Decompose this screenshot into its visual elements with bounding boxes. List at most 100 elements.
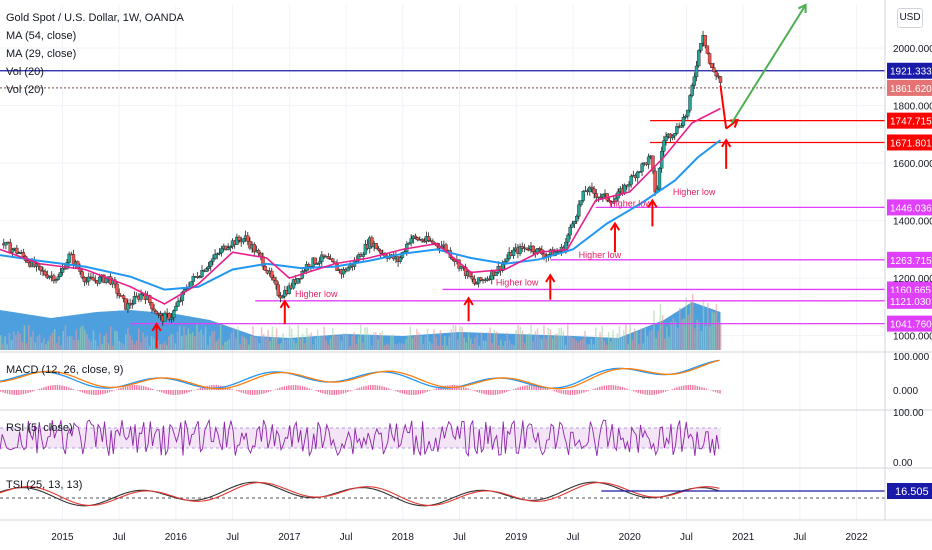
macd-histogram-bar xyxy=(118,388,120,390)
candle xyxy=(56,276,60,280)
volume-bar xyxy=(472,343,474,350)
volume-bar xyxy=(659,304,662,350)
volume-bar xyxy=(265,338,267,350)
macd-histogram-bar xyxy=(285,385,288,390)
macd-histogram-bar xyxy=(667,390,669,391)
volume-bar xyxy=(590,338,593,350)
volume-bar xyxy=(670,322,672,350)
indicator-vol-1[interactable]: Vol (20) xyxy=(6,66,44,78)
volume-bar xyxy=(508,340,511,350)
macd-histogram-bar xyxy=(521,386,524,390)
volume-bar xyxy=(704,325,707,350)
macd-histogram-bar xyxy=(717,390,719,394)
volume-bar xyxy=(426,328,429,350)
volume-bar xyxy=(413,335,416,350)
macd-histogram-bar xyxy=(326,390,329,395)
tsi-title[interactable]: TSI (25, 13, 13) xyxy=(6,479,83,491)
volume-bar xyxy=(107,343,110,350)
indicator-vol-2[interactable]: Vol (20) xyxy=(6,84,44,96)
volume-bar xyxy=(362,342,364,350)
candle xyxy=(688,95,692,111)
volume-bar xyxy=(681,319,683,350)
volume-bar xyxy=(165,345,168,350)
macd-histogram-bar xyxy=(292,385,295,390)
level-label-box xyxy=(887,199,932,216)
volume-bar xyxy=(6,344,8,350)
macd-signal-line xyxy=(0,359,720,390)
volume-bar xyxy=(0,335,2,350)
volume-bar xyxy=(125,334,127,350)
volume-bar xyxy=(715,304,718,350)
volume-bar xyxy=(252,326,254,350)
macd-histogram-bar xyxy=(167,390,170,395)
macd-histogram-bar xyxy=(111,390,113,392)
projection-arrow-green-head xyxy=(797,3,807,14)
volume-bar xyxy=(295,343,297,350)
volume-bar xyxy=(325,340,328,350)
candle xyxy=(252,244,256,253)
volume-bar xyxy=(420,335,422,350)
volume-bar xyxy=(457,339,459,350)
volume-bar xyxy=(196,324,198,350)
volume-bar xyxy=(452,324,455,350)
macd-histogram-bar xyxy=(580,390,583,394)
macd-histogram-bar xyxy=(571,390,574,395)
macd-histogram-bar xyxy=(558,390,560,393)
macd-histogram-bar xyxy=(376,385,379,390)
volume-bar xyxy=(409,326,412,350)
macd-title[interactable]: MACD (12, 26, close, 9) xyxy=(6,364,124,376)
volume-bar xyxy=(170,334,172,350)
macd-histogram-bar xyxy=(77,390,79,391)
volume-bar xyxy=(377,339,379,350)
macd-histogram-bar xyxy=(301,386,304,390)
candle xyxy=(41,270,45,272)
volume-bar xyxy=(301,333,304,350)
macd-histogram-bar xyxy=(9,390,11,395)
macd-histogram-bar xyxy=(201,387,204,390)
projection-arrow-red xyxy=(719,85,728,129)
volume-bar xyxy=(30,336,32,350)
rsi-tick: 0.00 xyxy=(893,458,913,469)
volume-bar xyxy=(340,340,343,350)
indicator-ma29[interactable]: MA (29, close) xyxy=(6,48,77,60)
volume-bar xyxy=(84,329,86,350)
rsi-title[interactable]: RSI (5, close) xyxy=(6,422,73,434)
volume-bar xyxy=(357,336,360,350)
volume-bar xyxy=(215,341,218,350)
macd-histogram-bar xyxy=(52,385,54,390)
chart-title: Gold Spot / U.S. Dollar, 1W, OANDA xyxy=(6,12,184,24)
macd-histogram-bar xyxy=(528,385,531,390)
volume-bar xyxy=(653,310,655,350)
indicator-ma54[interactable]: MA (54, close) xyxy=(6,30,77,42)
volume-bar xyxy=(366,327,368,350)
volume-bar xyxy=(534,331,537,350)
volume-bar xyxy=(532,340,534,350)
macd-histogram-bar xyxy=(512,389,515,390)
macd-histogram-bar xyxy=(124,386,127,390)
macd-histogram-bar xyxy=(260,390,263,395)
macd-histogram-bar xyxy=(399,390,401,393)
macd-histogram-bar xyxy=(136,385,138,390)
macd-histogram-bar xyxy=(304,386,306,390)
macd-histogram-bar xyxy=(265,390,267,393)
macd-histogram-bar xyxy=(65,386,68,390)
macd-histogram-bar xyxy=(542,387,544,390)
currency-button[interactable]: USD xyxy=(897,8,923,28)
candle xyxy=(607,199,612,202)
macd-histogram-bar xyxy=(544,387,547,390)
volume-bar xyxy=(439,330,442,350)
volume-bar xyxy=(635,331,638,350)
macd-histogram-bar xyxy=(569,390,571,395)
volume-bar xyxy=(349,345,351,350)
volume-bar xyxy=(541,339,543,350)
level-label-box xyxy=(887,79,932,96)
candle xyxy=(97,276,102,284)
volume-bar xyxy=(474,337,476,350)
level-label: 1671.801 xyxy=(890,138,932,149)
macd-histogram-bar xyxy=(68,387,70,390)
macd-histogram-bar xyxy=(226,387,229,390)
volume-bar xyxy=(157,340,159,350)
macd-histogram-bar xyxy=(90,390,93,395)
level-label: 1041.760 xyxy=(890,320,932,331)
